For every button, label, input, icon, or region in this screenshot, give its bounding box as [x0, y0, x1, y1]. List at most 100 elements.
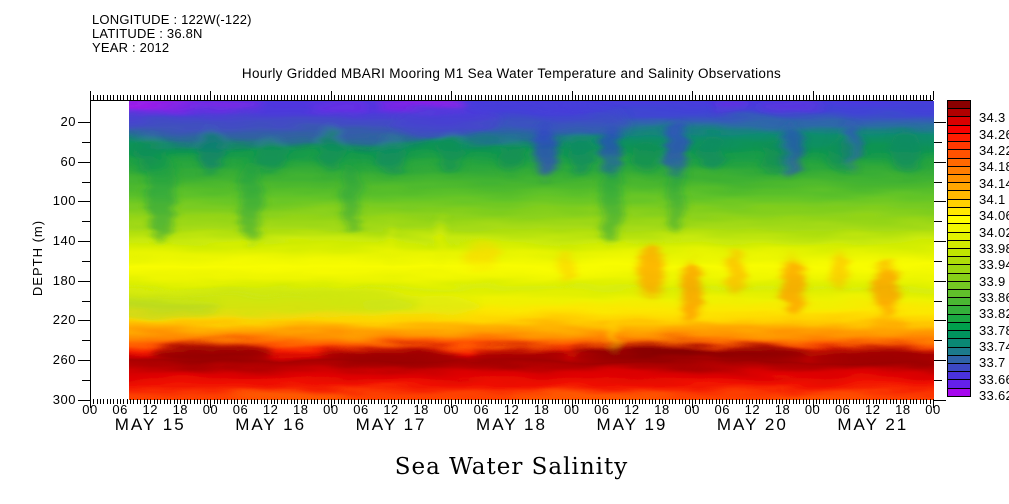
x-axis-minor-tick	[491, 95, 493, 100]
x-axis-minor-tick	[819, 399, 821, 404]
x-axis-minor-tick	[805, 95, 807, 100]
x-axis-minor-tick	[96, 95, 98, 100]
x-axis-minor-tick	[267, 95, 269, 100]
x-axis-minor-tick	[641, 95, 643, 100]
x-axis-minor-tick	[307, 399, 309, 404]
x-axis-minor-tick	[394, 399, 396, 404]
x-axis-minor-tick	[504, 95, 506, 100]
x-day-label: MAY 18	[476, 415, 547, 434]
x-axis-minor-tick	[103, 399, 105, 404]
x-axis-minor-tick	[260, 95, 262, 100]
x-axis-minor-tick	[447, 399, 449, 404]
x-axis-minor-tick	[745, 399, 747, 404]
x-hour-label: 00	[82, 402, 98, 417]
x-axis-minor-tick	[772, 95, 774, 100]
x-axis-minor-tick	[896, 399, 898, 404]
x-axis-minor-tick	[541, 399, 543, 404]
x-axis-minor-tick	[538, 399, 540, 404]
x-axis-minor-tick	[130, 95, 132, 100]
x-axis-minor-tick	[611, 399, 613, 404]
y-axis-right-tick	[934, 340, 942, 342]
y-axis-right-tick	[934, 241, 946, 243]
x-axis-minor-tick	[618, 399, 620, 404]
x-axis-minor-tick	[678, 95, 680, 100]
x-axis-minor-tick	[170, 95, 172, 100]
x-axis-minor-tick	[889, 399, 891, 404]
x-axis-minor-tick	[397, 95, 399, 100]
x-axis-minor-tick	[809, 95, 811, 100]
x-axis-minor-tick	[324, 399, 326, 404]
x-axis-minor-tick	[662, 399, 664, 404]
x-axis-minor-tick	[906, 95, 908, 100]
x-axis-minor-tick	[815, 399, 817, 404]
x-axis-minor-tick	[648, 95, 650, 100]
x-axis-minor-tick	[183, 95, 185, 100]
x-axis-minor-tick	[146, 95, 148, 100]
y-axis-tick	[82, 221, 90, 223]
x-axis-minor-tick	[394, 95, 396, 100]
x-axis-minor-tick	[253, 95, 255, 100]
x-axis-minor-tick	[631, 95, 633, 100]
x-axis-minor-tick	[461, 95, 463, 100]
colorbar-label: 34.02	[979, 224, 1009, 240]
colorbar-label: 33.7	[979, 355, 1006, 371]
y-axis-tick	[78, 320, 90, 322]
x-day-label: MAY 19	[596, 415, 668, 434]
x-axis-minor-tick	[270, 399, 272, 404]
x-axis-minor-tick	[391, 399, 393, 404]
x-axis-minor-tick	[749, 95, 750, 100]
x-axis-minor-tick	[859, 95, 861, 100]
x-axis-minor-tick	[598, 399, 600, 404]
x-axis-minor-tick	[645, 399, 647, 404]
x-hour-label: 00	[804, 402, 821, 417]
missing-data-gap	[91, 101, 129, 400]
x-axis-minor-tick	[608, 95, 610, 100]
x-axis-minor-tick	[146, 399, 148, 404]
x-axis-minor-tick	[250, 399, 252, 404]
x-axis-minor-tick	[675, 95, 677, 100]
x-axis-minor-tick	[327, 95, 329, 100]
x-axis-minor-tick	[856, 95, 858, 100]
x-axis-minor-tick	[849, 95, 851, 100]
x-axis-minor-tick	[866, 95, 868, 100]
x-axis-minor-tick	[581, 95, 583, 100]
x-axis-minor-tick	[561, 95, 563, 100]
x-axis-minor-tick	[698, 399, 700, 404]
x-axis-minor-tick	[240, 399, 242, 404]
y-axis-tick	[82, 300, 90, 302]
x-axis-minor-tick	[387, 95, 389, 100]
x-axis-minor-tick	[371, 399, 372, 404]
x-axis-minor-tick	[381, 399, 383, 404]
x-axis-minor-tick	[765, 95, 767, 100]
x-axis-minor-tick	[702, 399, 704, 404]
x-hour-label: 00	[202, 402, 219, 417]
x-axis-minor-tick	[200, 399, 202, 404]
x-axis-minor-tick	[106, 399, 108, 404]
x-axis-minor-tick	[722, 399, 724, 404]
x-axis-minor-tick	[575, 399, 577, 404]
x-axis-minor-tick	[591, 399, 593, 404]
colorbar-label: 33.94	[979, 257, 1009, 273]
x-axis-minor-tick	[631, 399, 633, 404]
x-axis-minor-tick	[173, 399, 175, 404]
x-axis-minor-tick	[839, 95, 841, 100]
x-axis-minor-tick	[441, 399, 443, 404]
x-axis-minor-tick	[856, 399, 858, 404]
x-axis-minor-tick	[738, 399, 740, 404]
x-day-label: MAY 17	[355, 415, 427, 434]
x-axis-minor-tick	[431, 95, 433, 100]
x-axis-minor-tick	[203, 399, 205, 404]
x-axis-minor-tick	[324, 95, 326, 100]
x-axis-day-tick	[330, 91, 332, 100]
x-axis-minor-tick	[919, 399, 921, 404]
x-axis-minor-tick	[682, 399, 684, 404]
x-axis-minor-tick	[802, 95, 804, 100]
x-axis-minor-tick	[852, 95, 854, 100]
x-axis-minor-tick	[708, 399, 710, 404]
x-axis-minor-tick	[193, 399, 195, 404]
x-axis-minor-tick	[347, 95, 349, 100]
x-axis-minor-tick	[227, 399, 229, 404]
x-axis-minor-tick	[849, 399, 851, 404]
x-axis-minor-tick	[357, 95, 359, 100]
